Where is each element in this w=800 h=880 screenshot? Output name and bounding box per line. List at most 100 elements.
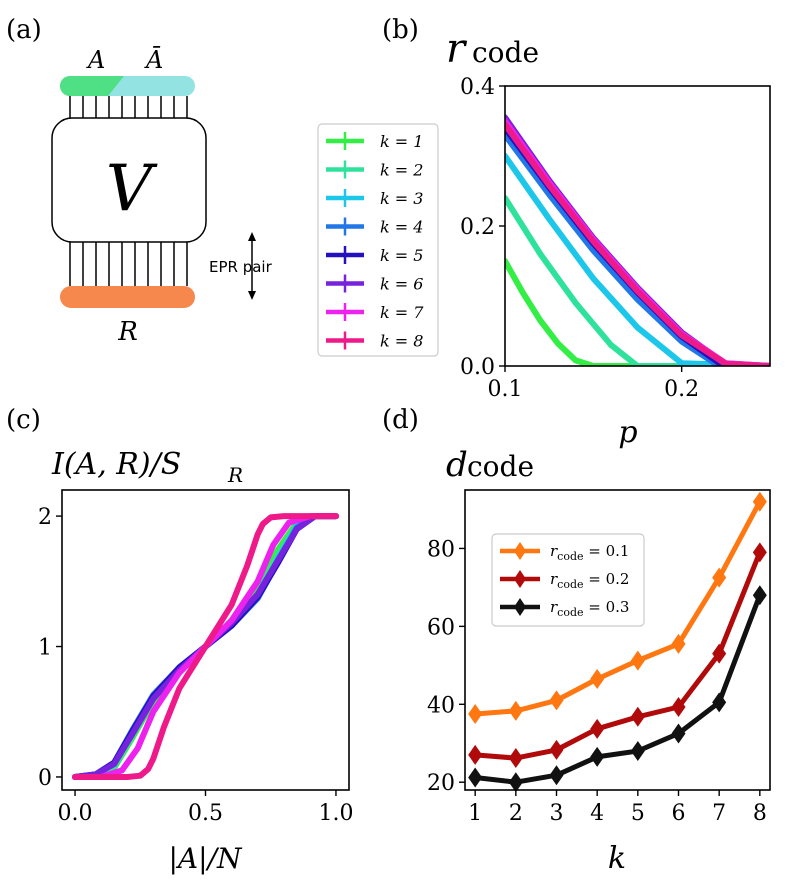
legend-k-text: k = 4 (380, 218, 423, 237)
register-r (60, 286, 195, 308)
legend-k-text: k = 8 (380, 332, 423, 351)
x-tick-label: 6 (672, 801, 686, 826)
data-point-diamond (671, 697, 686, 718)
legend-k-text: k = 6 (380, 275, 423, 294)
data-point-diamond (752, 491, 767, 512)
data-point-diamond (630, 650, 645, 671)
data-point-diamond (549, 690, 564, 711)
x-tick-label: 1.0 (318, 801, 353, 826)
x-tick-label: 3 (550, 801, 564, 826)
legend-k-item: k = 2 (326, 160, 423, 180)
panel-b-title-sub: code (472, 36, 539, 69)
x-tick-label: 4 (590, 801, 604, 826)
epr-arrow-icon (248, 232, 256, 300)
top-register-bar (60, 76, 195, 96)
series-line-k2 (505, 195, 770, 366)
axes-frame (464, 489, 771, 791)
y-tick-label: 0.4 (460, 75, 495, 100)
data-point-diamond (712, 643, 727, 664)
x-tick-label: 0.1 (488, 377, 523, 402)
data-point-diamond (508, 700, 523, 721)
panel-c-label: (c) (6, 405, 41, 435)
x-tick-label: 0.2 (664, 377, 699, 402)
x-tick-label: 2 (509, 801, 523, 826)
axes-frame (61, 489, 350, 791)
legend-k-item: k = 1 (326, 132, 423, 151)
data-point-diamond (752, 542, 767, 563)
legend-k-text: k = 2 (380, 161, 423, 180)
series-line-k8 (505, 121, 770, 366)
data-point-diamond (630, 741, 645, 762)
series-line (472, 592, 763, 785)
legend-k-item: k = 7 (326, 303, 424, 322)
panel-d-title: d (446, 445, 468, 485)
data-point-diamond (712, 567, 727, 588)
series-line (472, 549, 763, 761)
bottom-wires (69, 242, 188, 286)
y-tick-label: 60 (427, 615, 455, 640)
y-tick-label: 80 (427, 537, 455, 562)
label-R: R (117, 317, 138, 347)
panel-d-xlabel: k (608, 841, 626, 876)
legend-k-text: k = 5 (380, 246, 423, 265)
panel-d-label: (d) (382, 405, 419, 435)
panel-c-title: I(A, R)/S (51, 447, 181, 482)
y-tick-label: 20 (427, 771, 455, 796)
data-point-diamond (590, 668, 605, 689)
series-group (505, 114, 770, 366)
panel-b-label: (b) (382, 15, 419, 45)
legend-d-item: rcode = 0.3 (500, 598, 629, 619)
panel-a-label: (a) (6, 15, 42, 45)
legend-d-text: rcode = 0.2 (550, 570, 629, 591)
series-line-k3 (505, 153, 770, 366)
label-A: A (86, 46, 105, 74)
panel-c-title-sub: R (227, 463, 243, 487)
legend-d-item: rcode = 0.1 (500, 542, 629, 563)
legend-d-marker (514, 570, 526, 588)
panel-d: (d) d code 1 2 3 4 5 6 7 8 20 40 60 80 rcode = 0.1 r… (382, 405, 771, 876)
legend-d-frame (491, 533, 645, 627)
legend-k-item: k = 5 (326, 246, 423, 265)
legend-d-marker (514, 542, 526, 560)
data-point-diamond (468, 767, 483, 788)
data-point-diamond (671, 723, 686, 744)
series-line (472, 499, 763, 717)
data-point-diamond (468, 744, 483, 765)
legend-k-text: k = 3 (380, 189, 423, 208)
legend-k-text: k = 1 (380, 132, 423, 151)
legend-k: k = 1 k = 2 k = 3 k = 4 k = 5 k = 6 k = 7 k = 8 (317, 123, 439, 357)
x-tick-label: 8 (753, 801, 767, 826)
top-wires (69, 96, 188, 118)
panel-a: (a) A Ā V R EPR pair (6, 15, 273, 347)
y-tick-label: 0.2 (460, 215, 495, 240)
panel-b: (b) r code 0.1 0.2 0.0 0.2 0.4 p (382, 15, 771, 450)
panel-c-xlabel: |A|/N (168, 842, 243, 875)
unitary-v-box (51, 117, 207, 243)
legend-k-item: k = 4 (326, 217, 423, 237)
data-point-diamond (590, 718, 605, 739)
data-point-diamond (508, 748, 523, 769)
data-point-diamond (752, 585, 767, 606)
data-point-diamond (468, 704, 483, 725)
legend-k-item: k = 3 (326, 189, 423, 208)
legend-d-text: rcode = 0.3 (550, 598, 629, 619)
panel-c: (c) I(A, R)/S R 0.0 0.5 1.0 0 1 2 |A|/N (6, 405, 353, 875)
unitary-v-label: V (106, 152, 158, 226)
data-point-diamond (508, 772, 523, 793)
data-point-diamond (549, 739, 564, 760)
epr-pair-label: EPR pair (209, 258, 273, 276)
y-tick-label: 0 (38, 766, 52, 791)
legend-k-item: k = 6 (326, 274, 423, 294)
legend-k-text: k = 7 (380, 303, 424, 322)
series-group (72, 513, 339, 780)
data-point-diamond (671, 633, 686, 654)
x-tick-label: 1 (468, 801, 482, 826)
data-point-diamond (549, 765, 564, 786)
panel-d-title-sub: code (467, 450, 534, 483)
panel-b-xlabel: p (618, 415, 637, 450)
x-tick-label: 5 (631, 801, 645, 826)
label-Abar: Ā (144, 46, 163, 74)
data-point-diamond (590, 746, 605, 767)
legend-k-frame (317, 123, 439, 357)
